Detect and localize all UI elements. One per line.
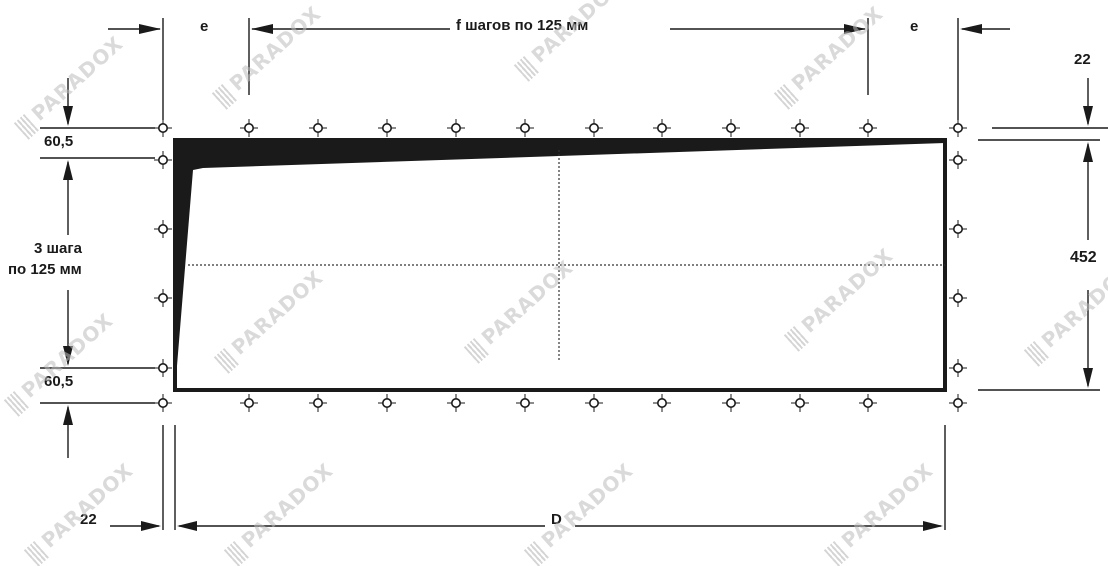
mounting-hole-icon: [949, 359, 967, 377]
dim-label-d: D: [551, 511, 562, 529]
mounting-hole-icon: [949, 394, 967, 412]
mounting-hole-icon: [309, 394, 327, 412]
mounting-diagram: [40, 18, 1108, 531]
dim-label-right-22: 22: [1074, 51, 1091, 69]
mounting-holes: [154, 119, 967, 412]
mounting-hole-icon: [949, 151, 967, 169]
mounting-hole-icon: [859, 119, 877, 137]
dim-label-e-left: e: [200, 18, 209, 36]
mounting-hole-icon: [653, 394, 671, 412]
arrowhead: [63, 160, 73, 180]
mounting-hole-icon: [447, 119, 465, 137]
dim-label-f-steps: f шагов по 125 мм: [456, 17, 589, 35]
arrowhead: [960, 24, 982, 34]
arrowhead: [923, 521, 943, 531]
mounting-hole-icon: [154, 119, 172, 137]
arrowhead: [1083, 368, 1093, 388]
arrowhead: [141, 521, 161, 531]
mounting-hole-icon: [722, 394, 740, 412]
mounting-hole-icon: [240, 394, 258, 412]
mounting-hole-icon: [791, 119, 809, 137]
arrowhead: [63, 346, 73, 366]
arrowhead: [844, 24, 866, 34]
mounting-hole-icon: [378, 119, 396, 137]
mounting-hole-icon: [653, 119, 671, 137]
mounting-hole-icon: [585, 119, 603, 137]
mounting-hole-icon: [949, 289, 967, 307]
mounting-hole-icon: [154, 394, 172, 412]
dim-label-e-right: e: [910, 18, 919, 36]
mounting-hole-icon: [859, 394, 877, 412]
dim-label-bottom-22: 22: [80, 511, 97, 529]
arrowhead: [251, 24, 273, 34]
dim-label-steps-line1: 3 шага: [34, 240, 82, 257]
arrowhead: [1083, 142, 1093, 162]
arrowhead: [177, 521, 197, 531]
mounting-hole-icon: [585, 394, 603, 412]
mounting-hole-icon: [791, 394, 809, 412]
mounting-hole-icon: [949, 119, 967, 137]
panel-wedge: [175, 140, 945, 378]
dim-label-height: 452: [1070, 249, 1097, 268]
mounting-hole-icon: [154, 151, 172, 169]
dim-label-steps-line2: по 125 мм: [8, 261, 82, 278]
mounting-hole-icon: [516, 119, 534, 137]
arrowhead: [1083, 106, 1093, 126]
mounting-hole-icon: [154, 359, 172, 377]
mounting-hole-icon: [154, 220, 172, 238]
dim-label-bottom-offset: 60,5: [44, 373, 74, 391]
mounting-hole-icon: [949, 220, 967, 238]
mounting-hole-icon: [722, 119, 740, 137]
arrowhead: [63, 106, 73, 126]
dim-label-top-offset: 60,5: [44, 133, 74, 151]
arrowhead: [63, 405, 73, 425]
mounting-hole-icon: [378, 394, 396, 412]
mounting-hole-icon: [516, 394, 534, 412]
arrowhead: [139, 24, 161, 34]
mounting-hole-icon: [447, 394, 465, 412]
mounting-hole-icon: [240, 119, 258, 137]
mounting-hole-icon: [154, 289, 172, 307]
mounting-hole-icon: [309, 119, 327, 137]
